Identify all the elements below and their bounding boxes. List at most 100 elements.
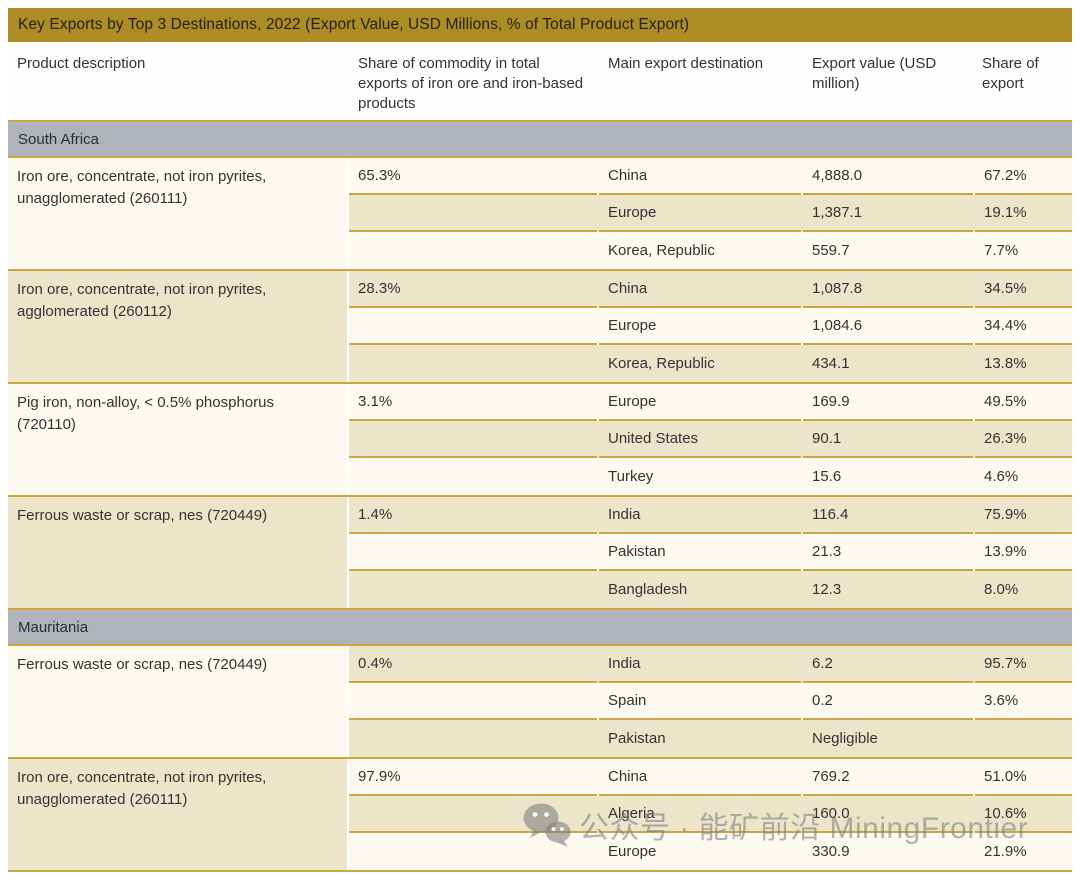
destination-cell: Europe — [599, 384, 801, 421]
share-of-export-cell — [975, 720, 1072, 757]
product-description-cell: Ferrous waste or scrap, nes (720449) — [8, 497, 347, 608]
share-of-commodity-cell — [349, 683, 597, 720]
destination-row: Europe 1,387.1 19.1% — [349, 195, 1072, 232]
share-of-export-cell: 3.6% — [975, 683, 1072, 720]
section-header-south-africa: South Africa — [8, 120, 1072, 156]
share-of-export-cell: 13.8% — [975, 345, 1072, 382]
share-of-export-cell: 34.5% — [975, 271, 1072, 308]
destination-cell: Spain — [599, 683, 801, 720]
export-value-cell: 559.7 — [803, 232, 973, 269]
destination-row: Pakistan Negligible — [349, 720, 1072, 757]
export-value-cell: 169.9 — [803, 384, 973, 421]
export-value-cell: 90.1 — [803, 421, 973, 458]
export-value-cell: 12.3 — [803, 571, 973, 608]
share-of-commodity-cell — [349, 534, 597, 571]
destination-row: 3.1% Europe 169.9 49.5% — [349, 384, 1072, 421]
share-of-commodity-cell — [349, 421, 597, 458]
col-header-export-value: Export value (USD million) — [812, 55, 937, 92]
product-description-cell: Iron ore, concentrate, not iron pyrites,… — [8, 759, 347, 870]
product-group: Iron ore, concentrate, not iron pyrites,… — [8, 156, 1072, 269]
destination-row: Turkey 15.6 4.6% — [349, 458, 1072, 495]
destination-row: 65.3% China 4,888.0 67.2% — [349, 158, 1072, 195]
col-header-main-export-destination: Main export destination — [608, 55, 764, 72]
share-of-export-cell: 7.7% — [975, 232, 1072, 269]
destination-row: United States 90.1 26.3% — [349, 421, 1072, 458]
share-of-export-cell: 10.6% — [975, 796, 1072, 833]
destination-cell: Bangladesh — [599, 571, 801, 608]
destination-cell: Turkey — [599, 458, 801, 495]
share-of-export-cell: 51.0% — [975, 759, 1072, 796]
export-value-cell: 21.3 — [803, 534, 973, 571]
share-of-export-cell: 26.3% — [975, 421, 1072, 458]
col-header-share-of-export: Share of export — [982, 55, 1039, 92]
destination-row: 0.4% India 6.2 95.7% — [349, 646, 1072, 683]
product-description-cell: Iron ore, concentrate, not iron pyrites,… — [8, 158, 347, 269]
col-header-share-of-commodity: Share of commodity in total exports of i… — [358, 55, 584, 112]
destination-rows: 65.3% China 4,888.0 67.2% Europe 1,387.1 19.1%… — [349, 158, 1072, 269]
export-value-cell: 4,888.0 — [803, 158, 973, 195]
share-of-commodity-cell: 65.3% — [349, 158, 597, 195]
export-value-cell: 6.2 — [803, 646, 973, 683]
destination-row: Pakistan 21.3 13.9% — [349, 534, 1072, 571]
destination-cell: Europe — [599, 308, 801, 345]
destination-cell: Korea, Republic — [599, 232, 801, 269]
share-of-export-cell: 49.5% — [975, 384, 1072, 421]
destination-cell: China — [599, 158, 801, 195]
export-value-cell: Negligible — [803, 720, 973, 757]
share-of-export-cell: 75.9% — [975, 497, 1072, 534]
product-description-cell: Ferrous waste or scrap, nes (720449) — [8, 646, 347, 757]
destination-cell: Europe — [599, 833, 801, 870]
share-of-commodity-cell: 1.4% — [349, 497, 597, 534]
destination-rows: 0.4% India 6.2 95.7% Spain 0.2 3.6% Pakistan Neg… — [349, 646, 1072, 757]
export-value-cell: 1,387.1 — [803, 195, 973, 232]
destination-row: Bangladesh 12.3 8.0% — [349, 571, 1072, 608]
share-of-export-cell: 8.0% — [975, 571, 1072, 608]
share-of-commodity-cell: 28.3% — [349, 271, 597, 308]
destination-row: Korea, Republic 434.1 13.8% — [349, 345, 1072, 382]
share-of-commodity-cell — [349, 195, 597, 232]
export-value-cell: 116.4 — [803, 497, 973, 534]
share-of-commodity-cell — [349, 720, 597, 757]
destination-row: Korea, Republic 559.7 7.7% — [349, 232, 1072, 269]
destination-rows: 97.9% China 769.2 51.0% Algeria 160.0 10.6% Eur… — [349, 759, 1072, 870]
share-of-commodity-cell — [349, 833, 597, 870]
share-of-commodity-cell — [349, 308, 597, 345]
destination-cell: India — [599, 497, 801, 534]
destination-row: 1.4% India 116.4 75.9% — [349, 497, 1072, 534]
destination-row: Europe 330.9 21.9% — [349, 833, 1072, 870]
destination-row: Algeria 160.0 10.6% — [349, 796, 1072, 833]
destination-cell: Korea, Republic — [599, 345, 801, 382]
destination-cell: China — [599, 271, 801, 308]
column-header-row: Product description Share of commodity i… — [8, 42, 1072, 120]
destination-cell: India — [599, 646, 801, 683]
share-of-export-cell: 13.9% — [975, 534, 1072, 571]
exports-table: Key Exports by Top 3 Destinations, 2022 … — [8, 8, 1072, 872]
destination-row: Spain 0.2 3.6% — [349, 683, 1072, 720]
destination-row: 28.3% China 1,087.8 34.5% — [349, 271, 1072, 308]
table-body: South Africa Iron ore, concentrate, not i… — [8, 120, 1072, 870]
product-description-cell: Pig iron, non-alloy, < 0.5% phosphorus (… — [8, 384, 347, 495]
table-title: Key Exports by Top 3 Destinations, 2022 … — [8, 8, 1072, 42]
export-value-cell: 1,084.6 — [803, 308, 973, 345]
share-of-export-cell: 34.4% — [975, 308, 1072, 345]
destination-cell: China — [599, 759, 801, 796]
share-of-commodity-cell — [349, 345, 597, 382]
destination-cell: Algeria — [599, 796, 801, 833]
share-of-export-cell: 95.7% — [975, 646, 1072, 683]
share-of-export-cell: 21.9% — [975, 833, 1072, 870]
destination-rows: 28.3% China 1,087.8 34.5% Europe 1,084.6 34.4%… — [349, 271, 1072, 382]
export-value-cell: 769.2 — [803, 759, 973, 796]
destination-cell: Pakistan — [599, 534, 801, 571]
share-of-commodity-cell — [349, 571, 597, 608]
share-of-commodity-cell — [349, 458, 597, 495]
product-group: Iron ore, concentrate, not iron pyrites,… — [8, 757, 1072, 870]
product-group: Ferrous waste or scrap, nes (720449) 1.4%… — [8, 495, 1072, 608]
section-header-mauritania: Mauritania — [8, 608, 1072, 644]
share-of-commodity-cell: 3.1% — [349, 384, 597, 421]
share-of-commodity-cell — [349, 796, 597, 833]
destination-rows: 1.4% India 116.4 75.9% Pakistan 21.3 13.9% Bang… — [349, 497, 1072, 608]
col-header-product-description: Product description — [17, 55, 146, 72]
share-of-commodity-cell: 0.4% — [349, 646, 597, 683]
destination-row: 97.9% China 769.2 51.0% — [349, 759, 1072, 796]
